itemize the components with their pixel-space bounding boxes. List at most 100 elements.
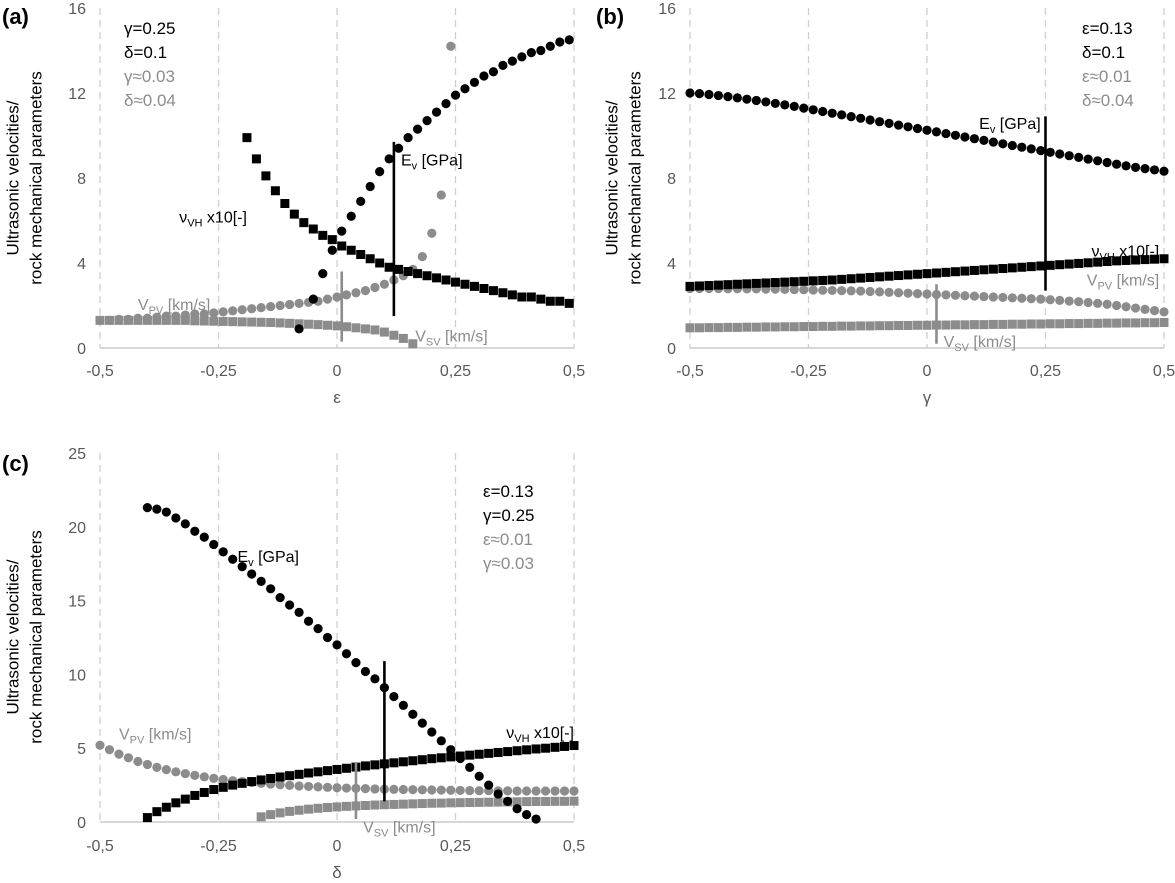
data-point [799, 276, 809, 286]
data-point [1036, 294, 1046, 304]
data-point [465, 798, 475, 808]
data-point [190, 770, 200, 780]
parameter-label: δ≈0.04 [124, 91, 176, 110]
series-label-subscript: v [248, 557, 254, 569]
series-3 [685, 318, 1169, 333]
y-axis-title-line1: Ultrasonic velocities/ [3, 100, 22, 255]
x-axis-title: ε [333, 388, 341, 407]
data-point [979, 265, 989, 275]
series-label: VPV [km/s] [119, 726, 191, 746]
data-point [950, 290, 961, 300]
data-point [474, 749, 484, 759]
data-point [770, 278, 780, 288]
data-point [341, 290, 352, 300]
data-point [332, 640, 342, 650]
y-tick-label: 5 [77, 741, 86, 758]
data-point [285, 318, 295, 328]
data-point [979, 135, 989, 145]
data-point [988, 264, 998, 274]
data-point [152, 504, 162, 514]
panel-label: (b) [596, 4, 624, 29]
series-label-unit: [GPa] [254, 549, 299, 566]
data-point [517, 292, 527, 302]
series-label-symbol: ν [506, 725, 514, 742]
series-label-symbol: V [944, 334, 955, 351]
data-point [770, 98, 780, 109]
data-point [1017, 319, 1027, 329]
parameter-label: ε≈0.01 [483, 530, 533, 549]
data-point [161, 765, 171, 775]
series-label-subscript: v [990, 124, 996, 136]
data-point [218, 316, 228, 326]
y-tick-label: 16 [658, 1, 676, 18]
data-point [375, 167, 385, 177]
data-point [247, 304, 257, 314]
data-point [332, 321, 342, 331]
data-point [531, 744, 541, 754]
data-point [789, 101, 799, 111]
series-label-subscript: PV [149, 305, 164, 317]
data-point [427, 798, 437, 808]
data-point [370, 282, 380, 293]
data-point [884, 118, 894, 128]
data-point [190, 316, 200, 326]
data-point [436, 798, 446, 808]
series-label-subscript: PV [1097, 280, 1112, 292]
data-point [247, 569, 257, 579]
data-point [294, 769, 304, 779]
data-point [1131, 255, 1141, 265]
data-point [266, 773, 276, 783]
data-point [341, 649, 352, 659]
data-point [1074, 152, 1084, 162]
data-point [180, 794, 190, 804]
series-label: VPV [km/s] [138, 297, 210, 317]
data-point [780, 277, 790, 287]
data-point [531, 786, 541, 796]
data-point [856, 273, 866, 283]
data-point [799, 103, 809, 113]
series-label: VSV [km/s] [363, 819, 435, 839]
data-point [723, 322, 733, 332]
series-label-unit: x10[-] [202, 210, 246, 227]
data-point [1149, 165, 1160, 175]
data-point [379, 327, 389, 337]
data-point [403, 267, 413, 276]
data-point [526, 292, 536, 302]
data-point [799, 322, 809, 332]
data-point [1121, 161, 1131, 171]
data-point [713, 323, 723, 333]
data-point [837, 286, 847, 296]
data-point [884, 287, 894, 297]
data-point [1159, 254, 1169, 264]
data-point [228, 554, 238, 564]
data-point [559, 786, 570, 796]
data-point [313, 782, 323, 792]
data-point [732, 322, 742, 332]
data-point [313, 767, 323, 777]
data-point [294, 319, 304, 329]
series-1 [242, 133, 574, 308]
data-point [922, 289, 932, 299]
data-point [550, 786, 560, 796]
data-point [266, 810, 276, 820]
data-point [209, 308, 219, 318]
data-point [522, 745, 532, 755]
data-point [266, 318, 276, 327]
data-point [180, 768, 190, 779]
data-point [1149, 306, 1160, 316]
data-point [114, 315, 124, 325]
data-point [1055, 319, 1065, 329]
data-point [808, 105, 818, 115]
parameter-label: γ=0.25 [124, 19, 176, 38]
x-tick-label: 0,5 [563, 363, 585, 380]
data-point [846, 111, 856, 122]
parameter-label: ε=0.13 [1082, 19, 1133, 38]
x-tick-label: 0 [333, 363, 342, 380]
data-point [1159, 307, 1169, 317]
data-point [412, 124, 423, 134]
data-point [950, 267, 960, 277]
data-point [1055, 260, 1065, 270]
series-label-symbol: ν [1092, 244, 1100, 261]
data-point [507, 290, 517, 300]
data-point [856, 113, 866, 123]
